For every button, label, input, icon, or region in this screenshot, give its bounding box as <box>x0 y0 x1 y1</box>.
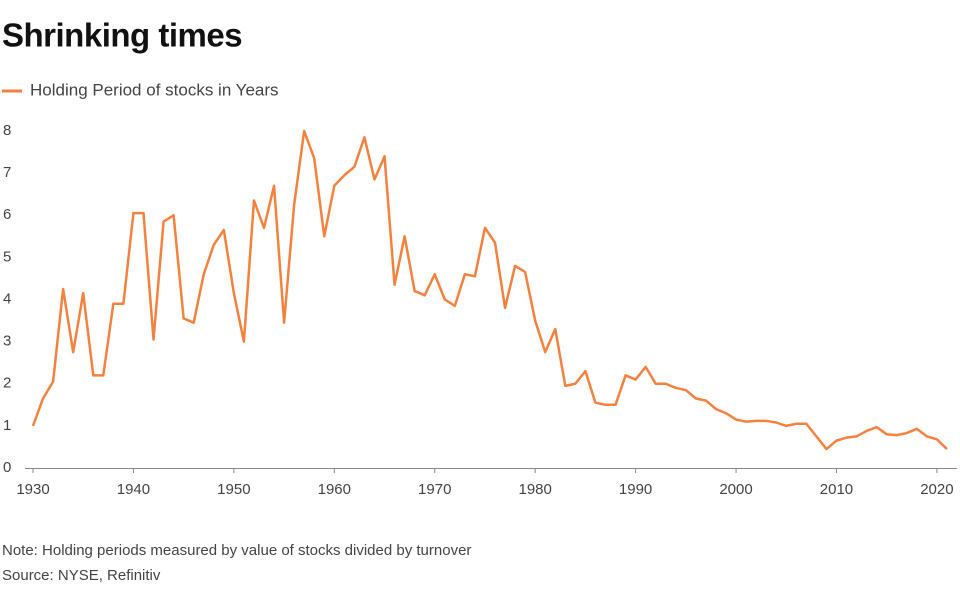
y-tick-label: 4 <box>3 290 11 307</box>
data-line <box>31 129 948 451</box>
x-tick-label: 1940 <box>117 481 150 498</box>
y-tick-label: 2 <box>3 375 11 392</box>
y-tick-label: 1 <box>3 417 11 434</box>
y-tick-label: 8 <box>3 122 11 139</box>
y-tick-label: 0 <box>3 459 11 476</box>
x-tick-label: 1950 <box>217 481 250 498</box>
x-tick-label: 1930 <box>16 481 49 498</box>
x-tick-label: 1960 <box>318 481 351 498</box>
x-tick-label: 1980 <box>518 481 551 498</box>
x-tick-label: 2010 <box>820 481 853 498</box>
chart-title: Shrinking times <box>2 17 242 54</box>
y-tick-label: 5 <box>3 248 11 265</box>
x-tick-label: 1970 <box>418 481 451 498</box>
x-tick-label: 1990 <box>619 481 652 498</box>
source: Source: NYSE, Refinitiv <box>2 567 161 584</box>
y-tick-label: 3 <box>3 333 11 350</box>
y-tick-label: 7 <box>3 164 11 181</box>
y-tick-label: 6 <box>3 206 11 223</box>
note: Note: Holding periods measured by value … <box>2 542 471 559</box>
x-tick-label: 2000 <box>719 481 752 498</box>
legend-label: Holding Period of stocks in Years <box>30 80 279 99</box>
x-tick-label: 2020 <box>920 481 953 498</box>
